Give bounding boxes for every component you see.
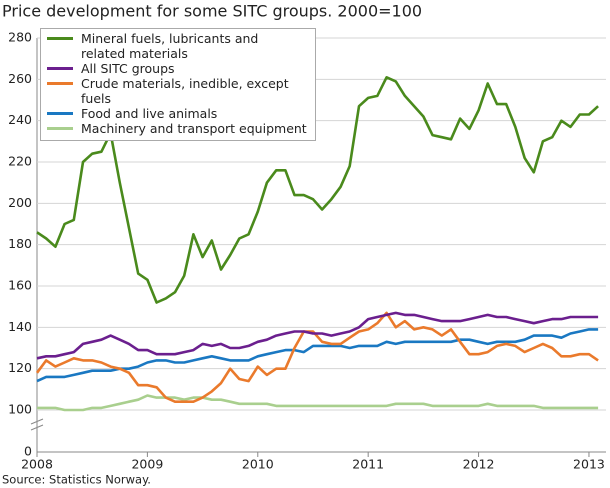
legend-label: Food and live animals xyxy=(81,106,218,121)
y-tick-label: 220 xyxy=(8,154,32,169)
legend-item: Crude materials, inedible, except fuels xyxy=(47,76,309,106)
chart-title: Price development for some SITC groups. … xyxy=(2,2,422,21)
y-tick-label: 260 xyxy=(8,71,32,86)
legend-swatch xyxy=(47,82,73,85)
axis-break xyxy=(30,418,44,431)
x-tick-label: 2009 xyxy=(131,457,163,472)
legend-label: Mineral fuels, lubricants and related ma… xyxy=(81,31,259,61)
legend-swatch xyxy=(47,112,73,115)
y-tick-label: 120 xyxy=(8,360,32,375)
legend-label: All SITC groups xyxy=(81,61,175,76)
x-tick-label: 2011 xyxy=(352,457,384,472)
y-tick-label: 200 xyxy=(8,195,32,210)
legend-label: Machinery and transport equipment xyxy=(81,121,307,136)
legend-item: Mineral fuels, lubricants and related ma… xyxy=(47,31,309,61)
legend-swatch xyxy=(47,127,73,130)
x-tick-label: 2012 xyxy=(463,457,495,472)
y-tick-label: 160 xyxy=(8,278,32,293)
series-line xyxy=(36,328,599,383)
x-tick-label: 2010 xyxy=(242,457,274,472)
y-tick-label: 100 xyxy=(8,402,32,417)
legend-swatch xyxy=(47,67,73,70)
x-tick-label: 2013 xyxy=(573,457,605,472)
series-line xyxy=(36,76,599,304)
series-line xyxy=(37,394,599,412)
y-tick-label: 240 xyxy=(8,112,32,127)
y-tick-label: 0 xyxy=(24,444,32,459)
source: Source: Statistics Norway. xyxy=(2,473,151,487)
legend-item: All SITC groups xyxy=(47,61,309,76)
legend-swatch xyxy=(47,37,73,40)
y-tick-label: 180 xyxy=(8,236,32,251)
series-line xyxy=(35,311,599,403)
legend-label: Crude materials, inedible, except fuels xyxy=(81,76,289,106)
legend-item: Machinery and transport equipment xyxy=(47,121,309,136)
x-tick-label: 2008 xyxy=(21,457,53,472)
legend-item: Food and live animals xyxy=(47,106,309,121)
legend: Mineral fuels, lubricants and related ma… xyxy=(40,28,316,141)
y-tick-label: 280 xyxy=(8,30,32,45)
y-tick-label: 140 xyxy=(8,319,32,334)
series-line xyxy=(36,311,599,360)
